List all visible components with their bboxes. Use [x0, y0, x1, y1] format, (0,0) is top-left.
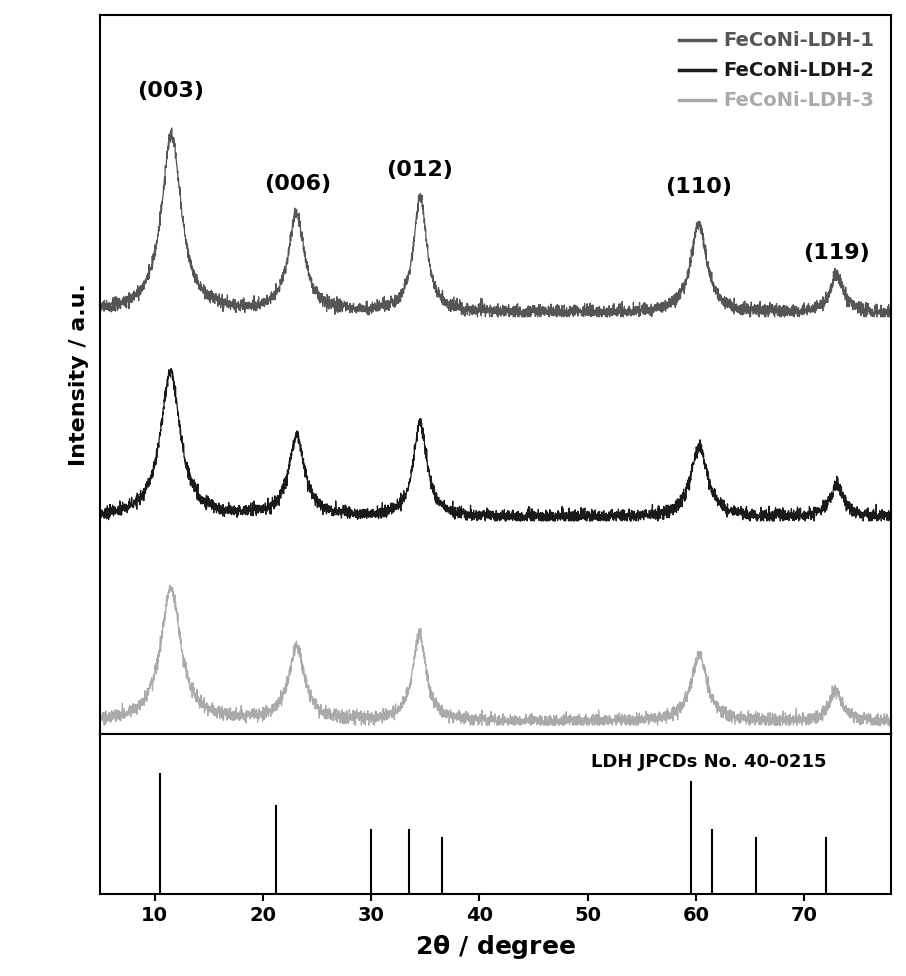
- FeCoNi-LDH-2: [823, 499, 834, 510]
- Line: FeCoNi-LDH-3: FeCoNi-LDH-3: [101, 586, 891, 725]
- FeCoNi-LDH-2: [434, 495, 445, 507]
- Text: (110): (110): [665, 177, 732, 197]
- FeCoNi-LDH-2: [670, 499, 680, 510]
- FeCoNi-LDH-1: [428, 275, 439, 287]
- FeCoNi-LDH-1: [472, 311, 483, 323]
- FeCoNi-LDH-1: [471, 304, 482, 315]
- FeCoNi-LDH-2: [862, 508, 872, 520]
- Line: FeCoNi-LDH-1: FeCoNi-LDH-1: [101, 128, 891, 317]
- Legend: FeCoNi-LDH-1, FeCoNi-LDH-2, FeCoNi-LDH-3: FeCoNi-LDH-1, FeCoNi-LDH-2, FeCoNi-LDH-3: [671, 24, 882, 117]
- FeCoNi-LDH-1: [166, 122, 177, 134]
- FeCoNi-LDH-3: [434, 702, 445, 713]
- FeCoNi-LDH-1: [434, 284, 445, 296]
- FeCoNi-LDH-2: [885, 505, 896, 516]
- FeCoNi-LDH-2: [95, 510, 106, 522]
- Text: (006): (006): [264, 174, 331, 193]
- FeCoNi-LDH-1: [862, 304, 872, 315]
- FeCoNi-LDH-3: [428, 694, 439, 706]
- FeCoNi-LDH-3: [885, 714, 896, 726]
- FeCoNi-LDH-2: [166, 363, 177, 375]
- FeCoNi-LDH-3: [823, 702, 834, 713]
- FeCoNi-LDH-2: [480, 515, 491, 527]
- FeCoNi-LDH-3: [99, 719, 110, 731]
- FeCoNi-LDH-2: [428, 478, 439, 490]
- Line: FeCoNi-LDH-2: FeCoNi-LDH-2: [101, 369, 891, 521]
- FeCoNi-LDH-3: [471, 713, 482, 725]
- Text: LDH JPCDs No. 40-0215: LDH JPCDs No. 40-0215: [591, 753, 826, 771]
- Text: (003): (003): [138, 81, 205, 101]
- FeCoNi-LDH-3: [862, 717, 872, 729]
- X-axis label: $\mathbf{2\theta}$ / degree: $\mathbf{2\theta}$ / degree: [415, 933, 576, 961]
- FeCoNi-LDH-3: [670, 708, 680, 719]
- Y-axis label: Intensity / a.u.: Intensity / a.u.: [70, 283, 90, 466]
- Text: (012): (012): [387, 160, 453, 180]
- FeCoNi-LDH-1: [670, 296, 680, 307]
- FeCoNi-LDH-3: [95, 715, 106, 727]
- Text: (119): (119): [804, 243, 871, 263]
- FeCoNi-LDH-3: [165, 580, 176, 591]
- FeCoNi-LDH-1: [95, 305, 106, 316]
- FeCoNi-LDH-2: [471, 505, 482, 516]
- FeCoNi-LDH-1: [885, 306, 896, 318]
- FeCoNi-LDH-1: [823, 297, 834, 308]
